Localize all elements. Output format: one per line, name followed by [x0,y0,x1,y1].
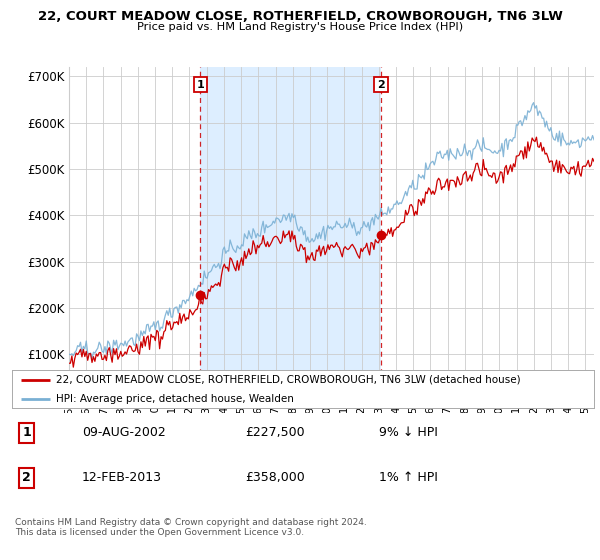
Text: HPI: Average price, detached house, Wealden: HPI: Average price, detached house, Weal… [56,394,293,404]
Text: 09-AUG-2002: 09-AUG-2002 [82,426,166,439]
Text: 22, COURT MEADOW CLOSE, ROTHERFIELD, CROWBOROUGH, TN6 3LW: 22, COURT MEADOW CLOSE, ROTHERFIELD, CRO… [38,10,562,23]
Bar [200,67,381,400]
Text: 1% ↑ HPI: 1% ↑ HPI [379,471,437,484]
Text: 22, COURT MEADOW CLOSE, ROTHERFIELD, CROWBOROUGH, TN6 3LW (detached house): 22, COURT MEADOW CLOSE, ROTHERFIELD, CRO… [56,375,520,385]
Text: £227,500: £227,500 [245,426,304,439]
Text: Contains HM Land Registry data © Crown copyright and database right 2024.
This d: Contains HM Land Registry data © Crown c… [15,518,367,538]
Text: 9% ↓ HPI: 9% ↓ HPI [379,426,437,439]
Text: 12-FEB-2013: 12-FEB-2013 [82,471,162,484]
Text: 2: 2 [377,80,385,90]
Text: 2: 2 [22,471,31,484]
Text: Price paid vs. HM Land Registry's House Price Index (HPI): Price paid vs. HM Land Registry's House … [137,22,463,32]
Text: 1: 1 [196,80,204,90]
Text: 1: 1 [22,426,31,439]
Text: £358,000: £358,000 [245,471,305,484]
